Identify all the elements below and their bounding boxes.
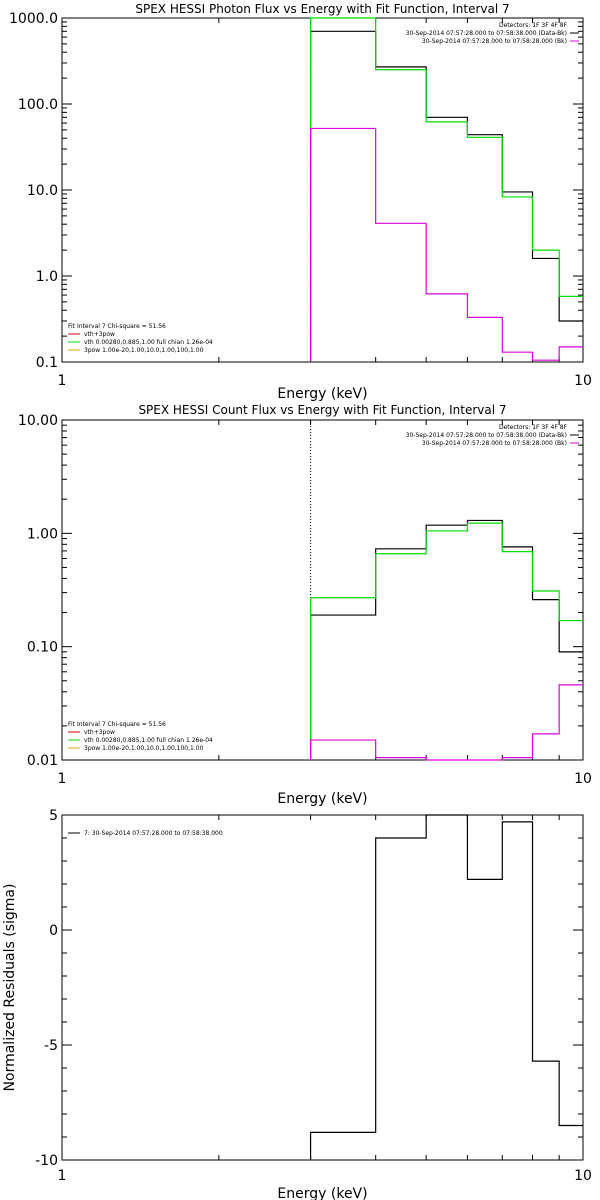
legend-right-entry: 30-Sep-2014 07:57:28.000 to 07:58:28.000… <box>422 440 567 447</box>
x-axis-label: Energy (keV) <box>277 386 367 402</box>
series-step-line <box>309 17 583 362</box>
legend-left-entry: vth+3pow <box>84 331 115 338</box>
series-1 <box>309 30 583 362</box>
series-step-line <box>309 30 583 362</box>
legend-left-entry: vth 0.00280,0.885,1.00 full chian 1.26e-… <box>84 339 213 346</box>
legend-left-entry: vth 0.00280,0.885,1.00 full chian 1.26e-… <box>84 737 213 744</box>
y-tick-label: 0.10 <box>27 640 58 656</box>
legend-left-entry: Fit Interval 7 Chi-square = 51.56 <box>68 323 166 330</box>
y-tick-label: 100.0 <box>18 97 58 113</box>
y-tick-label: 0 <box>49 923 58 939</box>
series-2 <box>309 522 583 760</box>
x-ticks <box>61 420 584 760</box>
chart-panel-1: SPEX HESSI Photon Flux vs Energy with Fi… <box>9 2 592 402</box>
plot-frame <box>61 17 584 363</box>
legend-left-entry: Fit Interval 7 Chi-square = 51.56 <box>68 721 166 728</box>
x-ticks <box>61 18 584 362</box>
series-step-line <box>309 522 583 760</box>
x-tick-label: 1 <box>58 1168 67 1184</box>
x-axis-label: Energy (keV) <box>277 791 367 807</box>
legend-right-entry: Detectors: 1F 3F 4F 8F <box>499 22 568 29</box>
legend-right-entry: 30-Sep-2014 07:57:28.000 to 07:58:38.000… <box>406 30 567 37</box>
y-tick-label: 10.00 <box>18 413 58 429</box>
y-tick-label: 1.0 <box>36 269 58 285</box>
y-ticks <box>62 419 583 761</box>
legend-right-entry: 30-Sep-2014 07:57:28.000 to 07:58:38.000… <box>406 432 567 439</box>
series-step-line <box>309 684 583 761</box>
series-1 <box>309 814 583 1160</box>
legend-left-entry: 3pow 1.00e-20,1.00,10.0,1.00,100,1.00 <box>84 347 204 354</box>
x-tick-label: 1 <box>58 771 67 787</box>
legend-right-entry: Detectors: 1F 3F 4F 8F <box>499 424 568 431</box>
chart-title: SPEX HESSI Photon Flux vs Energy with Fi… <box>135 2 509 16</box>
legend-left-entry: 3pow 1.00e-20,1.00,10.0,1.00,100,1.00 <box>84 745 204 752</box>
x-tick-label: 10 <box>574 771 592 787</box>
plot-frame <box>61 814 584 1161</box>
y-ticks <box>62 814 583 1161</box>
x-tick-label: 1 <box>58 373 67 389</box>
y-tick-label: -10 <box>35 1153 58 1169</box>
legend-left-entry: 7: 30-Sep-2014 07:57:28.000 to 07:58:38.… <box>84 830 223 837</box>
legend-left-entry: vth+3pow <box>84 729 115 736</box>
series-step-line <box>309 519 583 760</box>
y-tick-label: 1.00 <box>27 526 58 542</box>
x-tick-label: 10 <box>574 373 592 389</box>
y-tick-label: 1000.0 <box>9 11 58 27</box>
series-step-line <box>309 814 583 1160</box>
x-tick-label: 10 <box>574 1168 592 1184</box>
series-3 <box>309 127 583 362</box>
y-tick-label: 0.01 <box>27 753 58 769</box>
series-step-line <box>309 127 583 362</box>
plot-frame <box>61 419 584 761</box>
y-axis-label: Normalized Residuals (sigma) <box>2 884 18 1092</box>
series-3 <box>309 684 583 761</box>
y-ticks <box>62 17 583 363</box>
y-tick-label: 0.1 <box>36 355 58 371</box>
series-2 <box>309 17 583 362</box>
chart-panel-3: 1 10 Energy (keV) -10 -5 0 5 Normalized Residua… <box>2 808 592 1200</box>
chart-title: SPEX HESSI Count Flux vs Energy with Fit… <box>138 403 506 417</box>
legend-right-entry: 30-Sep-2014 07:57:28.000 to 07:58:28.000… <box>422 38 567 45</box>
y-tick-label: -5 <box>44 1038 58 1054</box>
series-1 <box>309 519 583 760</box>
chart-panel-2: SPEX HESSI Count Flux vs Energy with Fit… <box>18 403 592 807</box>
y-tick-label: 10.0 <box>27 183 58 199</box>
x-ticks <box>61 815 584 1160</box>
y-tick-label: 5 <box>49 808 58 824</box>
x-axis-label: Energy (keV) <box>277 1186 367 1200</box>
